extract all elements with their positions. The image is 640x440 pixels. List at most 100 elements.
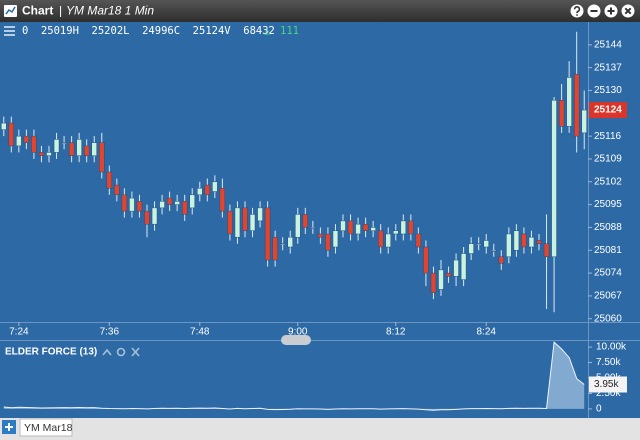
ohlc-readout: 0 25019H 25202L 24996C 25124V 68432 xyxy=(22,25,275,37)
candle-body xyxy=(8,122,15,147)
x-tick-label: 7:24 xyxy=(9,327,29,338)
candle-body xyxy=(287,236,293,248)
change-symbol: △ xyxy=(264,25,271,37)
candle-body xyxy=(347,220,354,235)
candle-body xyxy=(279,243,286,245)
candle-body xyxy=(121,194,128,212)
close-button[interactable] xyxy=(621,4,635,18)
candle-body xyxy=(38,152,45,156)
chart-area xyxy=(0,22,640,418)
y-tick-label: 25116 xyxy=(594,131,622,142)
candle-body xyxy=(483,240,489,248)
pane-resize-handle[interactable] xyxy=(281,335,311,345)
candle-body xyxy=(212,181,218,192)
candle-body xyxy=(408,220,414,235)
candle-body xyxy=(498,256,505,264)
last-price-label: 25124 xyxy=(594,105,622,116)
candle-body xyxy=(83,145,90,156)
candle-body xyxy=(430,272,437,293)
indicator-tick-label: 0 xyxy=(596,404,602,415)
candle-body xyxy=(242,207,248,231)
candle-body xyxy=(144,210,150,225)
candle-body xyxy=(558,100,565,127)
candle-body xyxy=(445,272,452,277)
candle-body xyxy=(362,223,369,231)
candle-body xyxy=(23,135,30,143)
instrument-tab[interactable] xyxy=(19,418,73,437)
candle-body xyxy=(234,207,241,238)
candle-body xyxy=(521,233,527,248)
candle-body xyxy=(302,214,309,228)
indicator-line xyxy=(3,341,585,411)
maximize-button[interactable] xyxy=(604,4,618,18)
candle-body xyxy=(551,100,557,258)
help-button[interactable] xyxy=(570,4,584,18)
indicator-tick-label: 2.50k xyxy=(596,388,621,399)
candle-body xyxy=(310,227,316,229)
candles xyxy=(1,31,587,313)
title-separator: | xyxy=(59,4,62,18)
candle-body xyxy=(491,250,497,252)
candle-body xyxy=(355,223,361,235)
add-tab-button[interactable] xyxy=(2,420,16,434)
y-tick-label: 25137 xyxy=(594,62,622,73)
y-tick-label: 25102 xyxy=(594,176,622,187)
candle-body xyxy=(106,171,113,189)
candle-body xyxy=(377,230,384,248)
candle-body xyxy=(543,243,550,258)
candle-body xyxy=(295,214,301,238)
candle-body xyxy=(91,142,97,156)
candle-body xyxy=(438,269,444,290)
y-tick-label: 25130 xyxy=(594,85,622,96)
y-tick-label: 25088 xyxy=(594,222,622,233)
candle-body xyxy=(227,210,233,235)
y-tick-label: 25067 xyxy=(594,291,622,302)
y-tick-label: 25109 xyxy=(594,154,622,165)
candle-body xyxy=(159,201,165,209)
x-tick-label: 9:00 xyxy=(288,327,308,338)
x-tick-label: 8:12 xyxy=(386,327,406,338)
candle-body xyxy=(1,122,7,130)
candle-body xyxy=(393,230,399,235)
candle-body xyxy=(136,201,143,212)
candle-body xyxy=(219,188,226,212)
candle-body xyxy=(31,135,37,153)
candle-body xyxy=(257,207,263,222)
y-tick-label: 25081 xyxy=(594,245,622,256)
indicator-last-tag xyxy=(589,376,627,393)
minimize-button[interactable] xyxy=(587,4,601,18)
y-tick-label: 25074 xyxy=(594,268,622,279)
candle-body xyxy=(370,227,376,231)
candle-body xyxy=(249,214,256,231)
candle-body xyxy=(68,142,75,156)
x-tick-label: 7:36 xyxy=(100,327,120,338)
candle-body xyxy=(264,207,271,261)
indicator-tick-label: 7.50k xyxy=(596,357,621,368)
menu-icon[interactable] xyxy=(4,26,15,36)
candle-body xyxy=(325,233,331,251)
candle-body xyxy=(340,220,346,231)
indicator-title: ELDER FORCE (13) xyxy=(5,347,97,358)
candle-body xyxy=(423,246,429,274)
candle-body xyxy=(385,233,391,248)
candle-body xyxy=(46,152,52,156)
instrument-tab-label[interactable]: YM Mar18 xyxy=(24,422,73,434)
candle-body xyxy=(114,184,120,196)
instrument-name: YM Mar18 1 Min xyxy=(66,4,154,18)
candle-body xyxy=(16,135,22,147)
y-tick-label: 25095 xyxy=(594,199,622,210)
candle-body xyxy=(573,73,580,137)
candle-body xyxy=(460,253,467,280)
y-tick-label: 25144 xyxy=(594,39,622,50)
candle-body xyxy=(536,240,542,244)
candle-body xyxy=(197,188,203,196)
change-value: 111 xyxy=(280,25,299,37)
window-title: Chart xyxy=(22,4,53,18)
candle-body xyxy=(506,233,512,258)
indicator-last-label: 3.95k xyxy=(594,379,619,390)
candle-body xyxy=(76,139,82,156)
candle-body xyxy=(415,233,422,248)
candle-body xyxy=(181,201,188,215)
indicator-controls[interactable] xyxy=(102,347,140,357)
